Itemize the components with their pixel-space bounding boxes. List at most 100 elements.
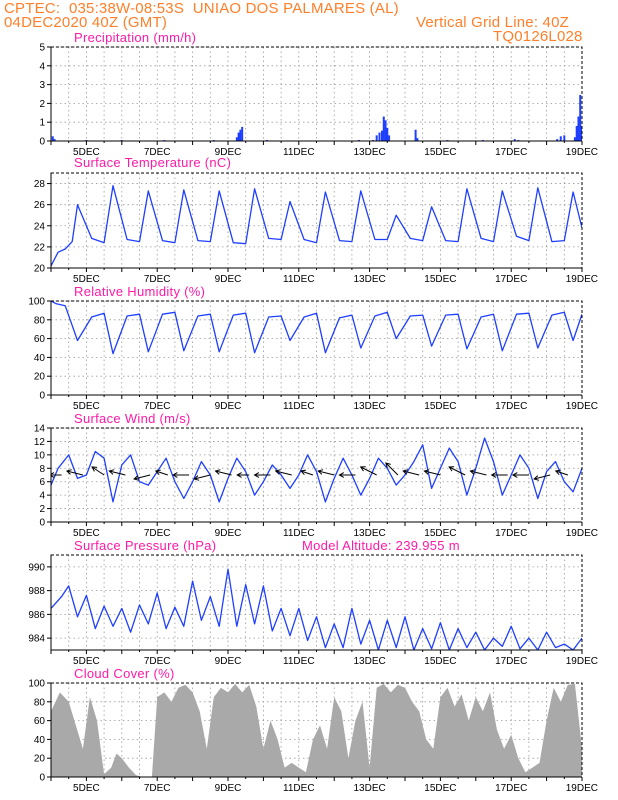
wind-arrow xyxy=(300,470,314,476)
y-tick-label: 988 xyxy=(28,586,45,597)
x-tick-label: 11DEC xyxy=(283,528,315,539)
chart-panel-1: 20 22 24 26 28 5DEC 7DEC 9DEC 11DEC 13DEC 15DEC 17D… xyxy=(34,155,598,285)
wind-arrow-head xyxy=(359,466,366,472)
series-line xyxy=(51,437,582,503)
x-tick-label: 9DEC xyxy=(215,401,242,412)
wind-arrow-head xyxy=(65,469,72,475)
wind-arrow xyxy=(403,470,420,476)
y-tick-label: 4 xyxy=(39,61,45,72)
x-tick-label: 9DEC xyxy=(215,274,242,285)
y-tick-label: 60 xyxy=(34,716,46,727)
wind-arrow-head xyxy=(511,472,518,478)
x-tick-label: 13DEC xyxy=(353,147,385,158)
wind-arrow-head xyxy=(214,469,221,475)
precip-bar xyxy=(51,136,54,141)
y-tick-label: 0 xyxy=(39,137,45,148)
wind-arrow xyxy=(66,470,83,476)
y-tick-label: 4 xyxy=(39,491,45,502)
wind-arrow-head xyxy=(51,472,55,478)
y-tick-label: 2 xyxy=(39,504,45,515)
series-group xyxy=(51,94,582,141)
y-tick-label: 80 xyxy=(34,315,46,326)
precip-bar xyxy=(384,120,387,141)
x-tick-label: 17DEC xyxy=(495,656,527,667)
chart-panel-2: 0 20 40 60 80 100 5DEC 7DEC 9DEC 11DEC 13DEC 15DEC 1… xyxy=(28,284,598,412)
wind-arrow-head xyxy=(448,466,455,472)
precip-bar xyxy=(559,136,562,141)
x-tick-label: 7DEC xyxy=(144,656,171,667)
wind-arrow-head xyxy=(338,472,345,478)
x-tick-label: 9DEC xyxy=(215,147,242,158)
x-tick-label: 13DEC xyxy=(353,783,385,794)
x-tick-label: 7DEC xyxy=(144,274,171,285)
x-tick-label: 15DEC xyxy=(424,528,456,539)
wind-arrow-head xyxy=(385,462,391,468)
x-tick-label: 19DEC xyxy=(566,147,598,158)
y-tick-label: 26 xyxy=(34,200,46,211)
wind-arrow-head xyxy=(253,472,260,478)
y-tick-label: 20 xyxy=(34,264,46,275)
x-tick-label: 15DEC xyxy=(424,401,456,412)
precip-bar xyxy=(241,126,244,141)
y-tick-label: 14 xyxy=(34,424,46,435)
x-tick-label: 11DEC xyxy=(283,401,315,412)
precip-bar xyxy=(375,135,378,141)
wind-arrow xyxy=(275,470,292,476)
x-tick-label: 13DEC xyxy=(353,274,385,285)
panel-title: Cloud Cover (%) xyxy=(74,666,175,681)
precip-bar xyxy=(579,94,582,141)
x-tick-label: 9DEC xyxy=(215,528,242,539)
series-line xyxy=(51,568,582,650)
x-tick-label: 7DEC xyxy=(144,528,171,539)
header-grid-note: Vertical Grid Line: 40Z xyxy=(416,14,570,31)
wind-arrow-head xyxy=(490,472,497,478)
wind-arrow-head xyxy=(402,469,409,475)
y-tick-label: 990 xyxy=(28,562,45,573)
wind-arrow xyxy=(555,470,568,476)
wind-arrow xyxy=(91,466,105,476)
x-tick-label: 11DEC xyxy=(283,656,315,667)
wind-arrow-head xyxy=(91,466,98,472)
precip-bar xyxy=(513,139,516,141)
y-tick-label: 40 xyxy=(34,735,46,746)
x-tick-label: 17DEC xyxy=(495,274,527,285)
wind-arrow-head xyxy=(274,469,281,475)
chart-panel-5: 0 20 40 60 80 100 5DEC 7DEC 9DEC 11DEC 13DEC 15DEC 1… xyxy=(28,666,598,794)
precip-bar xyxy=(573,137,576,141)
wind-arrow-head xyxy=(154,469,161,476)
wind-arrow-head xyxy=(554,469,561,476)
y-tick-label: 986 xyxy=(28,610,45,621)
series-line xyxy=(51,185,582,267)
header-line1: CPTEC: 035:38W-08:53S UNIAO DOS PALMARES… xyxy=(4,0,399,17)
y-tick-label: 0 xyxy=(39,773,45,784)
wind-arrow-head xyxy=(172,472,178,478)
precip-bar xyxy=(237,132,240,141)
y-tick-label: 80 xyxy=(34,697,46,708)
precip-bar xyxy=(556,139,559,141)
header-model-id: TQ0126L028 xyxy=(493,28,583,45)
wind-arrow xyxy=(448,466,466,476)
x-tick-label: 5DEC xyxy=(73,274,100,285)
y-tick-label: 5 xyxy=(39,43,45,54)
y-tick-label: 10 xyxy=(34,450,46,461)
y-tick-label: 20 xyxy=(34,754,46,765)
wind-arrow xyxy=(360,466,377,476)
wind-arrow-head xyxy=(423,469,430,475)
x-tick-label: 17DEC xyxy=(495,147,527,158)
x-tick-label: 5DEC xyxy=(73,783,100,794)
x-tick-label: 13DEC xyxy=(353,528,385,539)
y-tick-label: 0 xyxy=(39,518,45,529)
precip-bar xyxy=(577,116,580,141)
wind-arrow xyxy=(215,470,232,476)
x-tick-label: 17DEC xyxy=(495,401,527,412)
chart-panel-0: 0 1 2 3 4 5 5DEC 7DEC 9DEC 11DEC 13DEC 15DEC 17DEC 19… xyxy=(39,30,598,158)
wind-arrow-head xyxy=(533,475,540,481)
y-tick-label: 22 xyxy=(34,242,46,253)
x-tick-label: 13DEC xyxy=(353,656,385,667)
x-tick-label: 19DEC xyxy=(566,783,598,794)
y-tick-label: 24 xyxy=(34,221,46,232)
panel-title: Precipitation (mm/h) xyxy=(74,30,196,45)
x-tick-label: 19DEC xyxy=(566,274,598,285)
y-tick-label: 984 xyxy=(28,634,45,645)
y-tick-label: 1 xyxy=(39,118,45,129)
